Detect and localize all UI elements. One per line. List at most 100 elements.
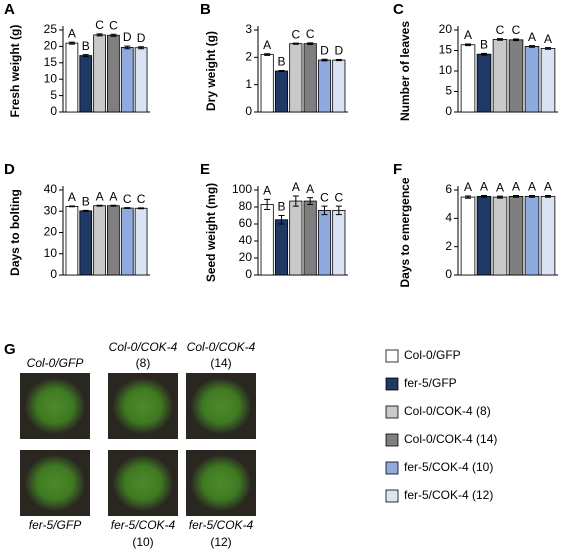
rosette [191, 455, 251, 511]
bar [65, 205, 79, 276]
bar [107, 205, 120, 276]
significance-letter: A [68, 190, 76, 204]
significance-letter: D [334, 44, 343, 58]
significance-letter: A [263, 184, 271, 198]
y-tick-label: 20 [239, 250, 253, 264]
significance-letter: B [82, 39, 90, 53]
significance-letter: A [292, 180, 300, 194]
y-tick-label: 25 [44, 22, 58, 36]
significance-letter: C [512, 23, 521, 37]
y-tick-label: 60 [239, 216, 253, 230]
panel-letter: F [393, 161, 402, 178]
error-bar [110, 204, 117, 207]
legend-label: fer-5/GFP [404, 376, 457, 390]
error-bar [68, 41, 75, 45]
bar [107, 34, 120, 113]
photo-label: (10) [132, 535, 153, 549]
legend-label: Col-0/COK-4 (14) [404, 432, 497, 446]
error-bar [321, 205, 328, 216]
bar [303, 200, 317, 276]
bar [332, 209, 346, 276]
significance-letter: A [528, 30, 536, 44]
significance-letter: A [544, 32, 552, 46]
bar [274, 219, 289, 276]
y-axis-label: Number of leaves [398, 21, 412, 121]
y-tick-label: 2 [245, 50, 252, 64]
legend-swatch [385, 461, 399, 475]
error-bar [321, 58, 328, 62]
y-tick-label: 5 [50, 88, 57, 102]
photo-label: Col-0/COK-4 [187, 340, 256, 354]
significance-letter: A [480, 180, 488, 194]
significance-letter: B [277, 55, 285, 69]
y-axis-label: Dry weight (g) [204, 31, 218, 111]
bar [134, 207, 148, 276]
y-tick-label: 20 [44, 225, 58, 239]
y-tick-label: 0 [245, 104, 252, 118]
significance-letter: A [464, 28, 472, 42]
legend-label: fer-5/COK-4 (12) [404, 488, 493, 502]
y-tick-label: 10 [439, 63, 453, 77]
bar [492, 39, 508, 113]
error-bar [292, 42, 299, 45]
significance-letter: C [496, 23, 505, 37]
bar [120, 207, 134, 276]
y-tick-label: 0 [50, 104, 57, 118]
error-bar [513, 195, 519, 198]
panel-letter: G [4, 341, 16, 358]
error-bar [481, 195, 487, 198]
rosette [25, 378, 85, 434]
photo-label: Col-0/COK-4 [109, 340, 178, 354]
bar [524, 46, 540, 113]
error-bar [335, 205, 342, 216]
photo-label: fer-5/COK-4 [111, 518, 176, 532]
bar [476, 53, 492, 113]
significance-letter: C [137, 192, 146, 206]
bar [317, 59, 332, 113]
error-bar [124, 45, 131, 50]
significance-letter: A [96, 189, 104, 203]
significance-letter: A [109, 189, 117, 203]
panel-letter: D [4, 161, 15, 178]
error-bar [96, 204, 103, 207]
significance-letter: C [320, 190, 329, 204]
photo-label: (14) [210, 356, 231, 370]
y-tick-label: 30 [44, 203, 58, 217]
y-tick-label: 10 [44, 71, 58, 85]
significance-letter: A [544, 180, 552, 194]
y-tick-label: 0 [445, 267, 452, 281]
y-tick-label: 20 [44, 39, 58, 53]
bar [260, 54, 274, 113]
bar [120, 46, 134, 113]
error-bar [307, 197, 314, 205]
significance-letter: C [291, 27, 300, 41]
error-bar [545, 47, 551, 50]
significance-letter: C [109, 18, 118, 32]
legend-swatch [385, 405, 399, 419]
photo-label: Col-0/GFP [27, 356, 84, 370]
significance-letter: A [464, 180, 472, 194]
error-bar [465, 195, 471, 199]
significance-letter: A [512, 180, 520, 194]
y-tick-label: 4 [445, 211, 452, 225]
error-bar [278, 215, 285, 225]
y-tick-label: 15 [439, 43, 453, 57]
error-bar [292, 195, 299, 207]
bar [508, 39, 524, 113]
bar [303, 43, 317, 113]
significance-letter: A [68, 26, 76, 40]
bar [492, 196, 508, 276]
bar [476, 195, 492, 276]
bar [460, 44, 476, 113]
rosette [113, 455, 173, 511]
bar [79, 210, 93, 276]
panel-letter: E [200, 161, 210, 178]
legend-swatch [385, 489, 399, 503]
y-tick-label: 3 [245, 22, 252, 36]
y-tick-label: 80 [239, 199, 253, 213]
significance-letter: C [123, 192, 132, 206]
bar [93, 205, 106, 276]
significance-letter: C [306, 27, 315, 41]
error-bar [138, 207, 145, 210]
